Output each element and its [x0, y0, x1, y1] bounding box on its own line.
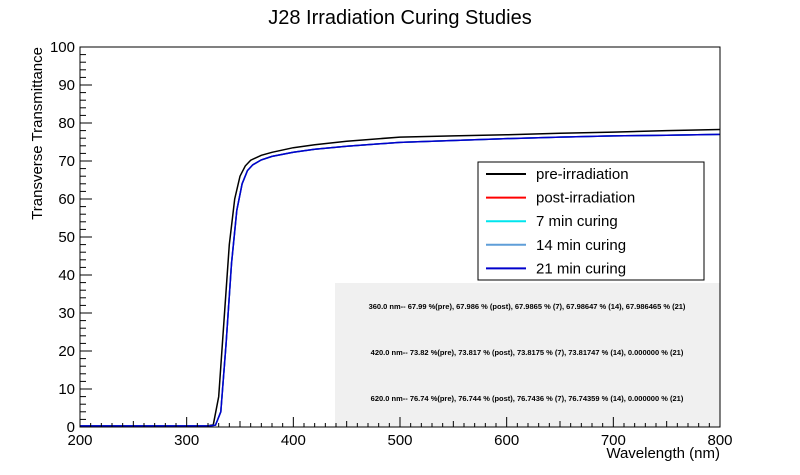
y-tick-label: 60: [58, 191, 75, 208]
x-tick-label: 700: [601, 432, 626, 449]
legend-entries: pre-irradiation post-irradiation 7 min cur…: [486, 166, 635, 277]
annotation-line-1: 360.0 nm-- 67.99 %(pre), 67.986 % (post)…: [369, 302, 686, 311]
legend-label-2: 7 min curing: [536, 213, 618, 230]
series-line-0: [80, 128, 721, 427]
y-tick-label: 50: [58, 229, 75, 246]
chart-title: J28 Irradiation Curing Studies: [268, 7, 531, 29]
annotation-box: 360.0 nm-- 67.99 %(pre), 67.986 % (post)…: [335, 283, 720, 427]
legend-label-0: pre-irradiation: [536, 166, 629, 183]
plot-area: 360.0 nm-- 67.99 %(pre), 67.986 % (post)…: [50, 39, 733, 449]
y-axis-ticks: 0 10 20 30 40 50 60 70 80 90 100: [50, 39, 92, 436]
y-axis-title: Transverse Transmittance: [29, 47, 46, 220]
x-tick-label: 300: [174, 432, 199, 449]
y-tick-label: 20: [58, 343, 75, 360]
y-tick-label: 0: [67, 419, 75, 436]
y-tick-label: 80: [58, 115, 75, 132]
y-tick-label: 90: [58, 77, 75, 94]
x-axis-title: Wavelength (nm): [606, 445, 720, 462]
x-axis-ticks: 200 300 400 500 600 700 800: [67, 417, 733, 449]
y-tick-label: 10: [58, 381, 75, 398]
annotation-line-3: 620.0 nm-- 76.74 %(pre), 76.744 % (post)…: [371, 394, 684, 403]
legend: pre-irradiation post-irradiation 7 min cur…: [477, 161, 705, 281]
series-layer: [80, 128, 721, 427]
x-tick-label: 400: [281, 432, 306, 449]
y-tick-label: 100: [50, 39, 75, 56]
legend-label-4: 21 min curing: [536, 260, 626, 277]
y-tick-label: 40: [58, 267, 75, 284]
series-line-4: [80, 133, 721, 427]
x-tick-label: 500: [387, 432, 412, 449]
x-tick-label: 200: [67, 432, 92, 449]
y-tick-label: 30: [58, 305, 75, 322]
legend-label-3: 14 min curing: [536, 237, 626, 254]
annotation-line-2: 420.0 nm-- 73.82 %(pre), 73.817 % (post)…: [371, 348, 684, 357]
legend-label-1: post-irradiation: [536, 190, 635, 207]
y-tick-label: 70: [58, 153, 75, 170]
annotation-background: [335, 283, 720, 427]
x-tick-label: 600: [494, 432, 519, 449]
x-tick-label: 800: [707, 432, 732, 449]
